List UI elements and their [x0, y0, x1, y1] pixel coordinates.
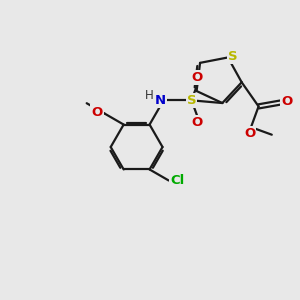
Text: O: O	[191, 116, 203, 129]
Text: H: H	[145, 88, 153, 101]
Text: O: O	[281, 94, 292, 108]
Text: Cl: Cl	[170, 174, 185, 187]
Text: N: N	[154, 94, 166, 107]
Text: O: O	[244, 127, 255, 140]
Text: S: S	[228, 50, 238, 63]
Text: S: S	[187, 94, 196, 107]
Text: O: O	[92, 106, 103, 118]
Text: O: O	[191, 71, 203, 84]
